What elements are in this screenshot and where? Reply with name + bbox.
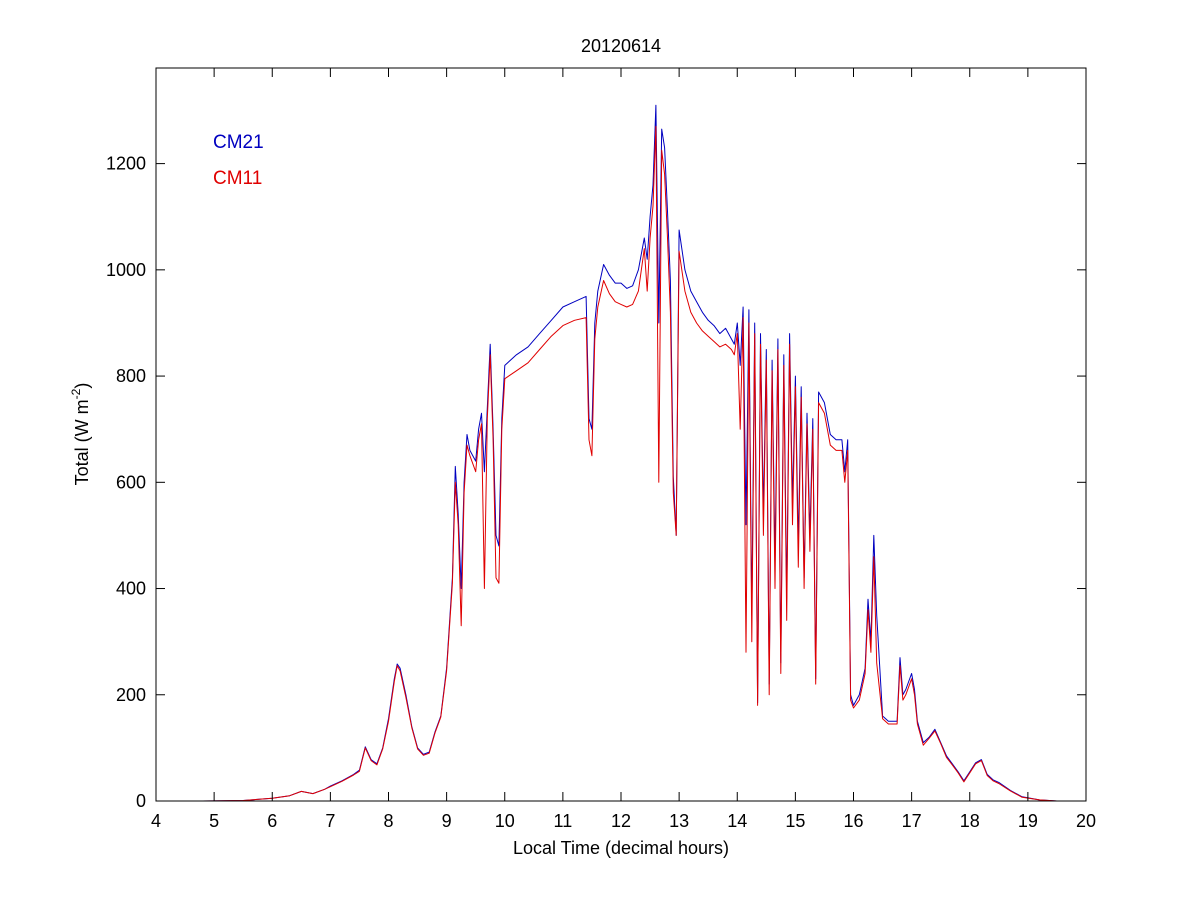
y-axis-label-end: ) xyxy=(72,383,92,389)
x-axis: 4 5 6 7 8 9 10 11 12 13 14 15 16 17 18 19 20 xyxy=(151,68,1096,831)
legend-entry-cm21: CM21 xyxy=(213,132,264,153)
y-tick-label: 1200 xyxy=(106,154,146,174)
y-tick-label: 800 xyxy=(116,366,146,386)
y-tick-label: 0 xyxy=(136,791,146,811)
y-axis-label: Total (W m-2) xyxy=(69,383,92,486)
x-tick-label: 13 xyxy=(669,811,689,831)
y-axis-label-superscript: -2 xyxy=(69,388,83,399)
x-axis-label: Local Time (decimal hours) xyxy=(513,838,729,858)
x-tick-label: 17 xyxy=(902,811,922,831)
legend-entry-cm11: CM11 xyxy=(213,168,262,189)
y-tick-label: 400 xyxy=(116,579,146,599)
x-tick-label: 18 xyxy=(960,811,980,831)
legend: CM21 CM11 xyxy=(213,132,264,189)
x-tick-label: 10 xyxy=(495,811,515,831)
x-tick-label: 12 xyxy=(611,811,631,831)
x-tick-label: 9 xyxy=(442,811,452,831)
y-tick-label: 1000 xyxy=(106,260,146,280)
x-tick-label: 15 xyxy=(785,811,805,831)
x-tick-label: 4 xyxy=(151,811,161,831)
x-tick-label: 8 xyxy=(383,811,393,831)
y-tick-label: 200 xyxy=(116,685,146,705)
plot-lines xyxy=(202,104,1057,802)
x-tick-label: 11 xyxy=(554,811,573,831)
chart-title: 20120614 xyxy=(581,36,661,56)
x-tick-label: 6 xyxy=(267,811,277,831)
y-axis: 0 200 400 600 800 1000 1200 xyxy=(106,154,1086,811)
y-axis-label-main: Total (W m xyxy=(72,399,92,485)
x-tick-label: 20 xyxy=(1076,811,1096,831)
y-tick-label: 600 xyxy=(116,472,146,492)
x-tick-label: 19 xyxy=(1018,811,1038,831)
x-tick-label: 16 xyxy=(843,811,863,831)
x-tick-label: 7 xyxy=(325,811,335,831)
series-line-cm11 xyxy=(202,125,1057,802)
x-tick-label: 5 xyxy=(209,811,219,831)
x-tick-label: 14 xyxy=(727,811,747,831)
